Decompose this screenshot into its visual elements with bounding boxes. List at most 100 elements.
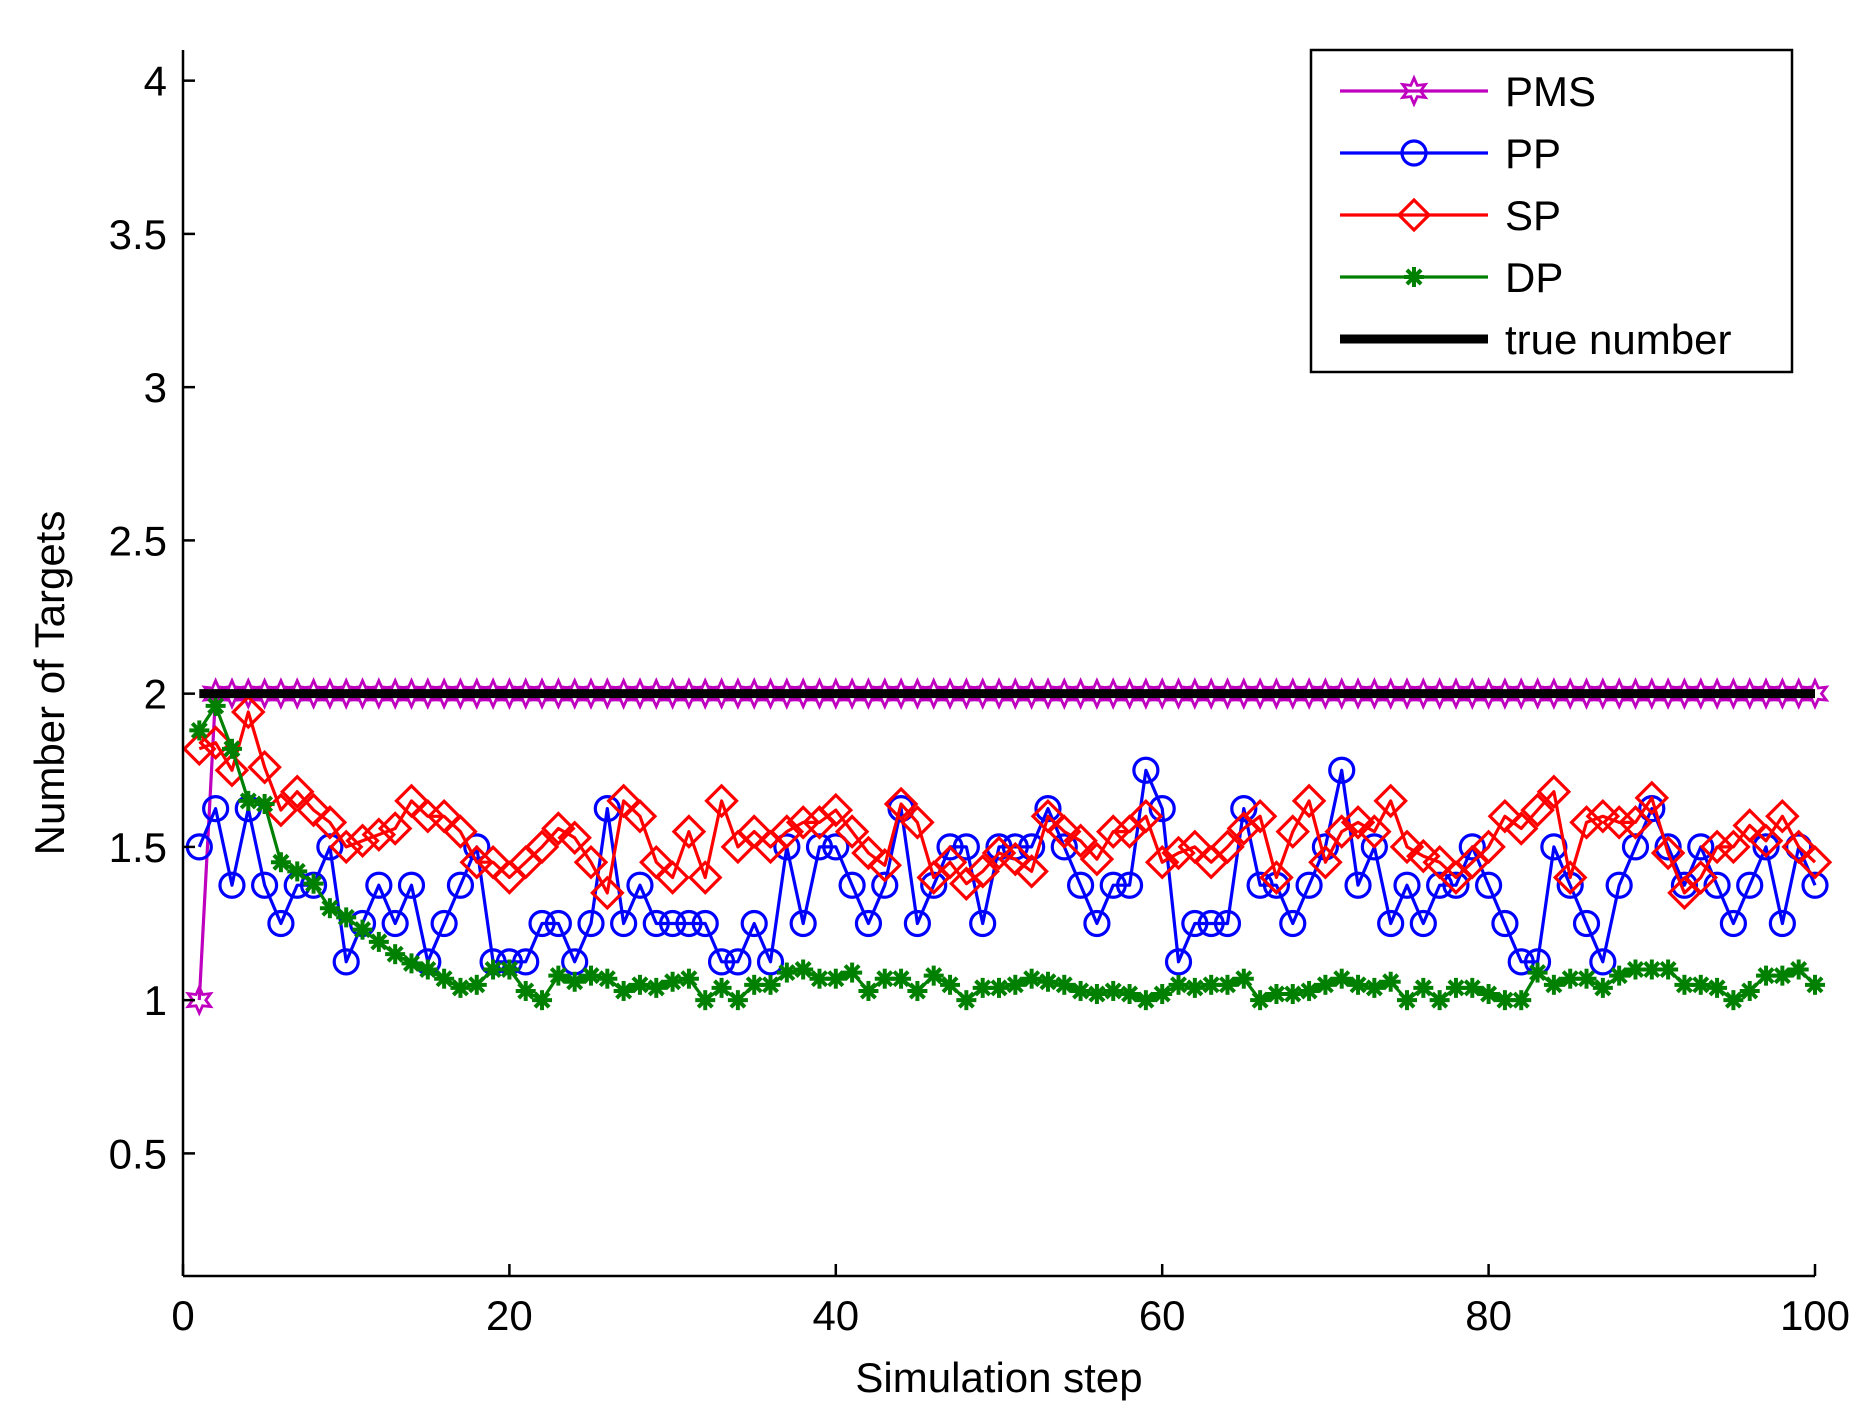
data-point [499, 959, 520, 980]
data-point [564, 971, 585, 992]
legend-entry: SP [1340, 192, 1561, 239]
data-point [969, 909, 997, 938]
data-point [287, 861, 308, 882]
y-tick-label: 0.5 [109, 1130, 167, 1177]
data-point [1197, 909, 1225, 938]
data-point [1083, 909, 1111, 938]
data-point [923, 965, 944, 986]
data-point [1409, 909, 1437, 938]
data-point [675, 909, 703, 938]
legend-label: true number [1505, 316, 1731, 363]
data-point [867, 848, 903, 883]
data-point [1716, 829, 1751, 865]
data-point [1184, 977, 1205, 998]
data-point [1788, 959, 1809, 980]
data-point [1021, 968, 1042, 989]
data-point [512, 948, 540, 976]
data-point [352, 919, 373, 940]
data-point [1377, 909, 1405, 938]
data-point [854, 909, 883, 938]
data-point [1373, 783, 1408, 819]
y-tick-label: 4 [144, 58, 167, 105]
data-point [1331, 968, 1352, 989]
data-point [1589, 948, 1617, 976]
data-point [707, 948, 736, 976]
x-tick-label: 20 [486, 1292, 533, 1339]
data-point [825, 968, 846, 989]
data-point [1805, 974, 1825, 995]
data-point [932, 844, 968, 880]
data-point [1393, 871, 1421, 899]
data-point [1357, 814, 1392, 849]
data-point [1478, 984, 1499, 1005]
data-point [581, 965, 601, 986]
data-point [332, 948, 360, 976]
data-point [365, 871, 393, 899]
data-point [1275, 814, 1311, 849]
data-point [1572, 909, 1601, 938]
data-point [658, 909, 687, 938]
data-point [711, 977, 732, 998]
data-point [1765, 798, 1800, 834]
data-point [1634, 780, 1670, 816]
data-point [214, 753, 250, 788]
data-point [303, 873, 324, 894]
data-point [1242, 798, 1278, 834]
legend-marker [1400, 139, 1428, 167]
data-point [377, 811, 413, 846]
data-point [247, 749, 282, 785]
data-point [296, 792, 331, 828]
data-point [903, 909, 932, 938]
data-point [557, 820, 592, 855]
data-point [1168, 974, 1189, 995]
x-tick-label: 60 [1139, 1292, 1186, 1339]
data-point [691, 909, 719, 938]
data-point [1348, 974, 1369, 995]
data-point [822, 833, 850, 861]
data-point [834, 814, 870, 849]
legend-entry: DP [1340, 254, 1563, 301]
data-point [1609, 965, 1630, 986]
data-point [1772, 965, 1793, 986]
data-point [1785, 833, 1813, 861]
data-point [842, 962, 863, 983]
data-point [818, 792, 854, 828]
data-point [622, 798, 658, 834]
data-point [1658, 959, 1679, 980]
data-point [1406, 838, 1441, 874]
data-point [805, 833, 834, 861]
data-point [1458, 833, 1486, 861]
data-point [952, 833, 980, 861]
data-point [202, 794, 230, 823]
data-point [1152, 984, 1173, 1005]
data-point [1752, 833, 1780, 861]
data-point [610, 909, 638, 938]
data-point [1328, 756, 1356, 784]
data-point [769, 814, 805, 849]
data-point [1115, 871, 1144, 899]
data-point [1569, 805, 1604, 840]
data-point [1601, 805, 1637, 840]
data-point [1474, 871, 1503, 899]
data-point [1344, 871, 1372, 899]
data-point [1487, 798, 1523, 834]
data-point [1670, 871, 1699, 899]
data-point [544, 909, 572, 938]
data-point [221, 738, 242, 759]
data-point [299, 871, 328, 899]
data-point [756, 948, 785, 976]
data-point [883, 786, 919, 822]
data-point [361, 817, 397, 852]
x-tick-label: 100 [1780, 1292, 1850, 1339]
data-point [1135, 990, 1156, 1011]
data-point [1683, 860, 1719, 895]
data-point [1360, 833, 1388, 861]
data-point [1210, 829, 1245, 865]
x-axis-label: Simulation step [855, 1354, 1142, 1401]
data-point [1592, 977, 1613, 998]
data-point [871, 871, 899, 899]
legend-label: PMS [1505, 68, 1596, 115]
data-point [1426, 871, 1454, 899]
data-point [1315, 974, 1336, 995]
